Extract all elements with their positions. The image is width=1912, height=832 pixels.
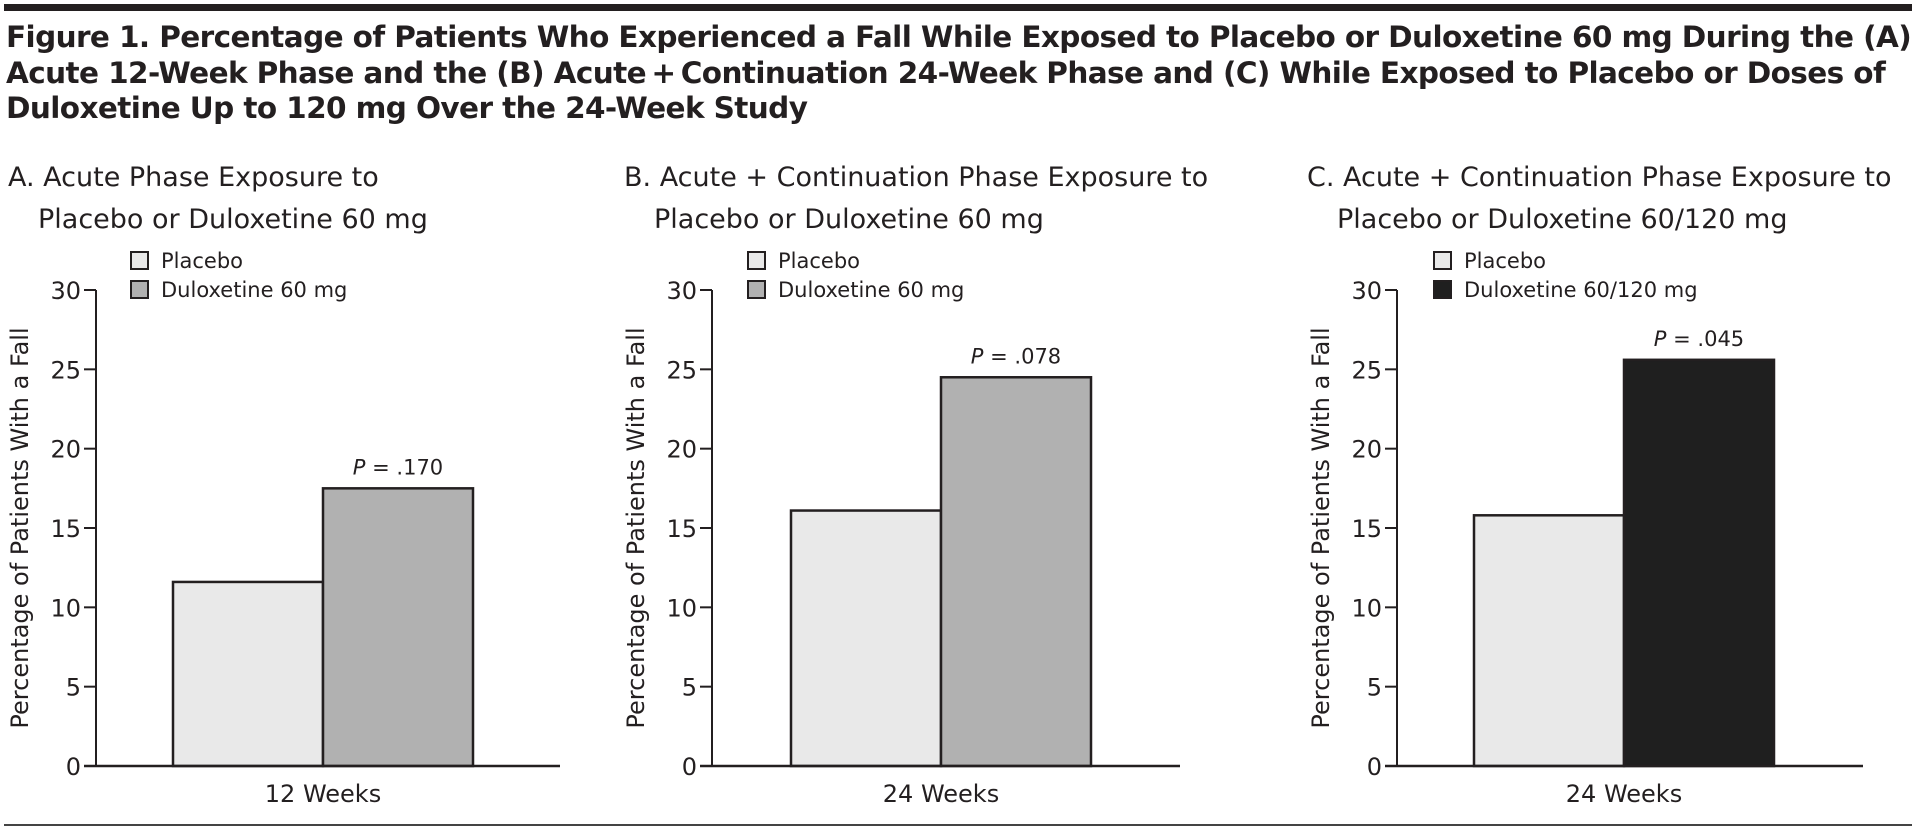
- p-value-number: = .078: [983, 344, 1061, 368]
- bar-duloxetine: [321, 487, 475, 768]
- chart-panel-b: B. Acute + Continuation Phase Exposure t…: [622, 162, 1208, 808]
- legend-swatch-duloxetine: [747, 280, 766, 299]
- y-tick-label: 10: [1351, 594, 1382, 622]
- bar-duloxetine: [939, 376, 1093, 768]
- figure-title-line: Acute 12-Week Phase and the (B) Acute + …: [6, 55, 1886, 90]
- x-category-label: 12 Weeks: [265, 780, 381, 808]
- y-tick-label: 0: [682, 753, 697, 781]
- y-tick-label: 20: [666, 436, 697, 464]
- p-value-number: = .045: [1666, 327, 1744, 351]
- y-axis-label: Percentage of Patients With a Fall: [6, 327, 34, 728]
- y-tick-label: 25: [1351, 356, 1382, 384]
- y-tick-label: 5: [682, 674, 697, 702]
- y-tick-label: 15: [50, 515, 81, 543]
- y-tick-label: 25: [666, 356, 697, 384]
- p-value-label: P = .045: [1654, 327, 1744, 351]
- y-axis-label: Percentage of Patients With a Fall: [622, 327, 650, 728]
- bar-placebo: [1472, 514, 1626, 768]
- legend-label: Placebo: [1464, 249, 1546, 273]
- y-tick-label: 0: [1367, 753, 1382, 781]
- y-tick-label: 30: [666, 277, 697, 305]
- y-tick-label: 15: [1351, 515, 1382, 543]
- legend-label: Duloxetine 60/120 mg: [1464, 278, 1698, 302]
- legend-swatch-duloxetine: [130, 280, 149, 299]
- panel-subtitle: Placebo or Duloxetine 60 mg: [38, 204, 428, 235]
- bar-duloxetine: [1622, 358, 1776, 768]
- top-rule: [4, 4, 1912, 11]
- bar-placebo: [171, 580, 325, 768]
- y-axis-label: Percentage of Patients With a Fall: [1307, 327, 1335, 728]
- chart-panel-c: C. Acute + Continuation Phase Exposure t…: [1307, 162, 1891, 808]
- legend-swatch-placebo: [1433, 251, 1452, 270]
- legend-swatch-placebo: [130, 251, 149, 270]
- figure-title: Figure 1. Percentage of Patients Who Exp…: [6, 20, 1912, 127]
- bottom-rule: [4, 824, 1912, 826]
- y-tick-label: 15: [666, 515, 697, 543]
- y-tick-label: 10: [50, 594, 81, 622]
- y-tick-label: 5: [66, 674, 81, 702]
- legend-swatch-duloxetine: [1433, 280, 1452, 299]
- legend-label: Duloxetine 60 mg: [778, 278, 964, 302]
- chart-panel-a: A. Acute Phase Exposure to Placebo or Dul…: [6, 162, 560, 808]
- p-value-number: = .170: [365, 455, 443, 479]
- panel-subtitle: Placebo or Duloxetine 60 mg: [654, 204, 1044, 235]
- panel-subtitle: Placebo or Duloxetine 60/120 mg: [1337, 204, 1787, 235]
- y-tick-label: 20: [50, 436, 81, 464]
- legend-label: Placebo: [778, 249, 860, 273]
- y-tick-label: 20: [1351, 436, 1382, 464]
- panel-title: C. Acute + Continuation Phase Exposure t…: [1307, 162, 1891, 193]
- legend-label: Placebo: [161, 249, 243, 273]
- p-value-symbol: P: [971, 344, 984, 368]
- bar-placebo: [789, 509, 943, 768]
- p-value-symbol: P: [1654, 327, 1667, 351]
- y-tick-label: 5: [1367, 674, 1382, 702]
- y-tick-label: 30: [50, 277, 81, 305]
- y-tick-label: 10: [666, 594, 697, 622]
- panel-title: A. Acute Phase Exposure to: [8, 162, 379, 193]
- p-value-label: P = .170: [353, 455, 443, 479]
- x-category-label: 24 Weeks: [883, 780, 999, 808]
- x-category-label: 24 Weeks: [1566, 780, 1682, 808]
- y-tick-label: 0: [66, 753, 81, 781]
- p-value-symbol: P: [353, 455, 366, 479]
- legend-label: Duloxetine 60 mg: [161, 278, 347, 302]
- figure-title-line: Duloxetine Up to 120 mg Over the 24-Week…: [6, 91, 808, 125]
- p-value-label: P = .078: [971, 344, 1061, 368]
- legend-swatch-placebo: [747, 251, 766, 270]
- y-tick-label: 25: [50, 356, 81, 384]
- y-tick-label: 30: [1351, 277, 1382, 305]
- panel-title: B. Acute + Continuation Phase Exposure t…: [624, 162, 1208, 193]
- figure-title-line: Figure 1. Percentage of Patients Who Exp…: [6, 20, 1912, 54]
